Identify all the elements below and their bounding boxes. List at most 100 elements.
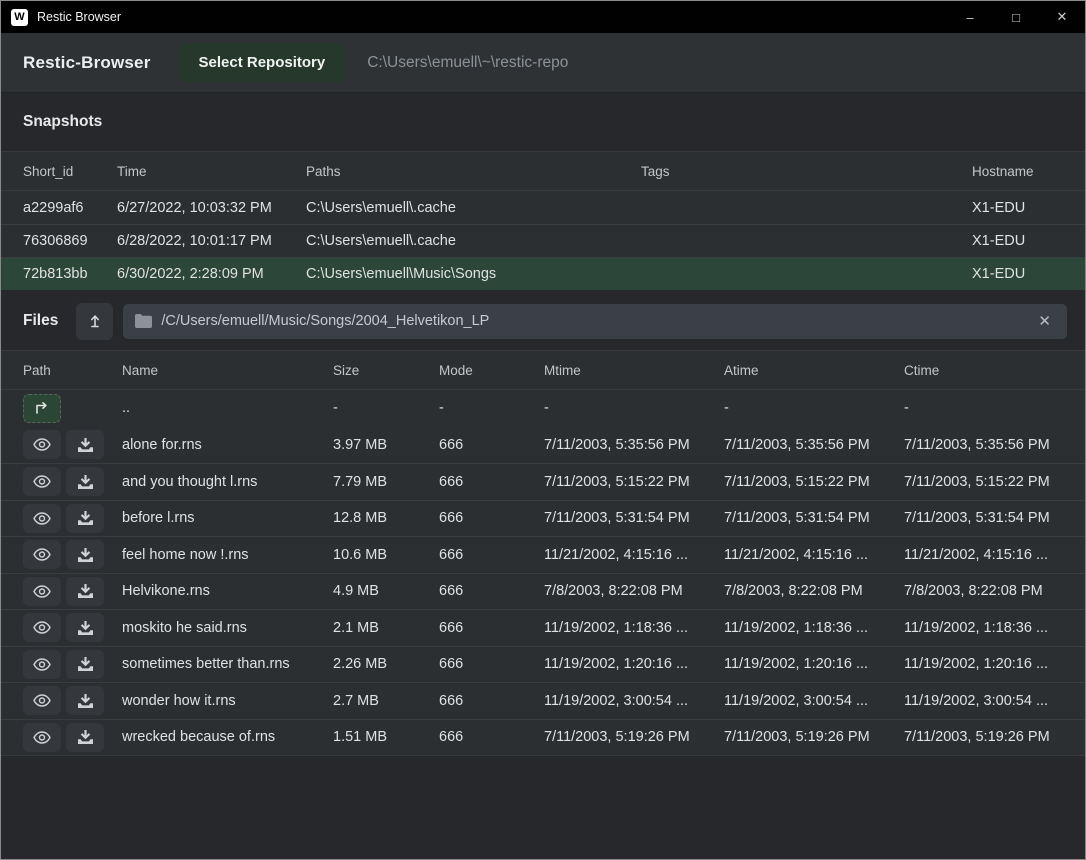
column-header-mtime[interactable]: Mtime bbox=[544, 362, 581, 378]
snapshot-hostname: X1-EDU bbox=[972, 233, 1026, 249]
preview-file-button[interactable] bbox=[23, 540, 61, 570]
download-file-button[interactable] bbox=[66, 722, 104, 752]
file-ctime: 7/8/2003, 8:22:08 PM bbox=[904, 583, 1043, 600]
download-file-button[interactable] bbox=[66, 686, 104, 716]
eye-icon bbox=[33, 512, 51, 525]
download-file-button[interactable] bbox=[66, 613, 104, 643]
preview-file-button[interactable] bbox=[23, 649, 61, 679]
arrow-up-from-bar-icon bbox=[87, 313, 103, 329]
file-ctime: 7/11/2003, 5:19:26 PM bbox=[904, 729, 1050, 746]
download-file-button[interactable] bbox=[66, 467, 104, 497]
file-atime: 7/8/2003, 8:22:08 PM bbox=[724, 583, 863, 600]
snapshot-time: 6/30/2022, 2:28:09 PM bbox=[117, 266, 264, 282]
file-row[interactable]: alone for.rns 3.97 MB 666 7/11/2003, 5:3… bbox=[1, 426, 1085, 463]
download-file-button[interactable] bbox=[66, 649, 104, 679]
column-header-atime[interactable]: Atime bbox=[724, 362, 759, 378]
file-row[interactable]: before l.rns 12.8 MB 666 7/11/2003, 5:31… bbox=[1, 499, 1085, 536]
file-atime: 7/11/2003, 5:31:54 PM bbox=[724, 510, 870, 527]
file-size: 7.79 MB bbox=[333, 473, 387, 490]
download-file-button[interactable] bbox=[66, 430, 104, 460]
file-name: .. bbox=[122, 400, 131, 417]
file-mtime: 7/8/2003, 8:22:08 PM bbox=[544, 583, 683, 600]
column-header-size[interactable]: Size bbox=[333, 362, 360, 378]
download-file-button[interactable] bbox=[66, 576, 104, 606]
preview-file-button[interactable] bbox=[23, 686, 61, 716]
download-icon bbox=[77, 620, 93, 635]
column-header-tags[interactable]: Tags bbox=[641, 163, 670, 179]
file-atime: 7/11/2003, 5:19:26 PM bbox=[724, 729, 870, 746]
file-mode: 666 bbox=[439, 619, 464, 636]
file-size: 2.7 MB bbox=[333, 692, 379, 709]
wails-app-icon: W bbox=[11, 8, 28, 26]
column-header-path[interactable]: Path bbox=[23, 362, 51, 378]
column-header-name[interactable]: Name bbox=[122, 362, 159, 378]
preview-file-button[interactable] bbox=[23, 722, 61, 752]
snapshot-row[interactable]: 72b813bb 6/30/2022, 2:28:09 PM C:\Users\… bbox=[1, 257, 1085, 290]
files-heading: Files bbox=[23, 312, 59, 329]
file-name: wonder how it.rns bbox=[122, 692, 236, 709]
maximize-button[interactable]: □ bbox=[1012, 9, 1020, 25]
file-mtime: 11/19/2002, 1:20:16 ... bbox=[544, 656, 689, 673]
file-row[interactable]: sometimes better than.rns 2.26 MB 666 11… bbox=[1, 645, 1085, 682]
column-header-ctime[interactable]: Ctime bbox=[904, 362, 940, 378]
go-up-directory-button[interactable] bbox=[23, 393, 61, 423]
preview-file-button[interactable] bbox=[23, 613, 61, 643]
snapshot-row[interactable]: 76306869 6/28/2022, 10:01:17 PM C:\Users… bbox=[1, 224, 1085, 257]
preview-file-button[interactable] bbox=[23, 576, 61, 606]
clear-path-icon[interactable]: ✕ bbox=[1038, 313, 1051, 330]
file-mtime: 7/11/2003, 5:31:54 PM bbox=[544, 510, 690, 527]
snapshot-hostname: X1-EDU bbox=[972, 199, 1026, 216]
file-size: - bbox=[333, 400, 338, 417]
file-size: 12.8 MB bbox=[333, 510, 387, 527]
column-header-hostname[interactable]: Hostname bbox=[972, 163, 1034, 179]
snapshot-hostname: X1-EDU bbox=[972, 266, 1026, 282]
file-atime: 11/19/2002, 1:20:16 ... bbox=[724, 656, 869, 673]
file-mode: - bbox=[439, 400, 444, 417]
file-row[interactable]: Helvikone.rns 4.9 MB 666 7/8/2003, 8:22:… bbox=[1, 572, 1085, 609]
column-header-paths[interactable]: Paths bbox=[306, 163, 341, 179]
files-table-header: Path Name Size Mode Mtime Atime Ctime bbox=[1, 350, 1085, 390]
file-name: and you thought l.rns bbox=[122, 473, 258, 490]
repository-path: C:\Users\emuell\~\restic-repo bbox=[367, 53, 569, 71]
preview-file-button[interactable] bbox=[23, 430, 61, 460]
file-mtime: 11/21/2002, 4:15:16 ... bbox=[544, 546, 689, 563]
path-breadcrumb[interactable]: /C/Users/emuell/Music/Songs/2004_Helveti… bbox=[123, 303, 1067, 339]
file-name: wrecked because of.rns bbox=[122, 729, 276, 746]
download-file-button[interactable] bbox=[66, 540, 104, 570]
file-row[interactable]: wrecked because of.rns 1.51 MB 666 7/11/… bbox=[1, 718, 1085, 755]
download-file-button[interactable] bbox=[66, 503, 104, 533]
file-name: before l.rns bbox=[122, 510, 195, 527]
column-header-mode[interactable]: Mode bbox=[439, 362, 473, 378]
folder-icon bbox=[135, 314, 153, 328]
parent-directory-row[interactable]: .. - - - - - bbox=[1, 390, 1085, 427]
snapshot-paths: C:\Users\emuell\.cache bbox=[306, 199, 456, 216]
file-mode: 666 bbox=[439, 583, 464, 600]
column-header-short-id[interactable]: Short_id bbox=[23, 163, 74, 179]
snapshot-row[interactable]: a2299af6 6/27/2022, 10:03:32 PM C:\Users… bbox=[1, 191, 1085, 224]
close-button[interactable]: ✕ bbox=[1056, 9, 1068, 24]
preview-file-button[interactable] bbox=[23, 503, 61, 533]
file-ctime: 11/19/2002, 3:00:54 ... bbox=[904, 692, 1049, 709]
file-name: alone for.rns bbox=[122, 436, 202, 453]
file-size: 2.1 MB bbox=[333, 619, 379, 636]
file-name: moskito he said.rns bbox=[122, 619, 247, 636]
file-mtime: 11/19/2002, 3:00:54 ... bbox=[544, 692, 689, 709]
preview-file-button[interactable] bbox=[23, 467, 61, 497]
file-name: Helvikone.rns bbox=[122, 583, 210, 600]
column-header-time[interactable]: Time bbox=[117, 163, 147, 179]
file-row[interactable]: moskito he said.rns 2.1 MB 666 11/19/200… bbox=[1, 609, 1085, 646]
up-level-button[interactable] bbox=[76, 302, 114, 340]
eye-icon bbox=[33, 621, 51, 634]
select-repository-button[interactable]: Select Repository bbox=[178, 43, 346, 82]
file-ctime: - bbox=[904, 400, 909, 417]
file-mtime: 7/11/2003, 5:15:22 PM bbox=[544, 473, 690, 490]
files-table-body: alone for.rns 3.97 MB 666 7/11/2003, 5:3… bbox=[1, 426, 1085, 755]
file-ctime: 7/11/2003, 5:35:56 PM bbox=[904, 436, 1050, 453]
file-row[interactable]: wonder how it.rns 2.7 MB 666 11/19/2002,… bbox=[1, 682, 1085, 719]
file-row[interactable]: and you thought l.rns 7.79 MB 666 7/11/2… bbox=[1, 463, 1085, 500]
snapshot-time: 6/28/2022, 10:01:17 PM bbox=[117, 233, 272, 249]
file-row[interactable]: feel home now !.rns 10.6 MB 666 11/21/20… bbox=[1, 536, 1085, 573]
file-mode: 666 bbox=[439, 436, 464, 453]
minimize-button[interactable]: – bbox=[966, 9, 974, 25]
